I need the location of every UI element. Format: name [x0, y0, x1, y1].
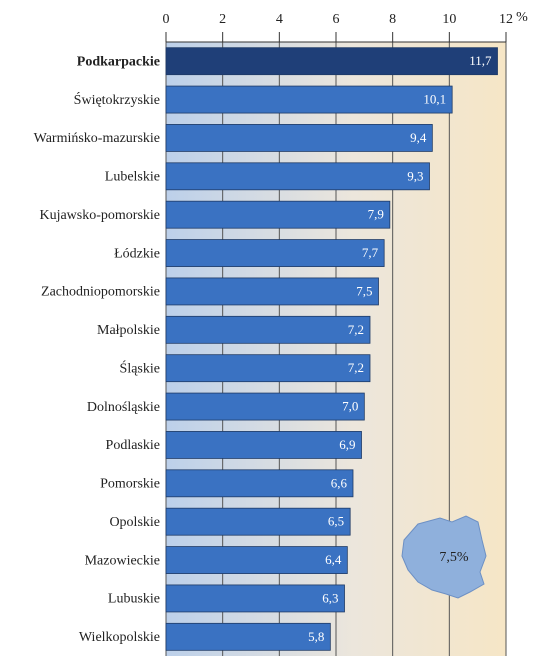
bar	[165, 622, 331, 651]
x-tick-label: 8	[389, 12, 396, 27]
y-tick-label: Świętokrzyskie	[74, 91, 160, 108]
y-tick-label: Śląskie	[120, 359, 160, 376]
x-tick-label: 0	[163, 12, 170, 27]
x-tick-label: 10	[442, 12, 456, 27]
value-label: 6,6	[331, 475, 348, 490]
bar	[165, 546, 348, 574]
bar	[165, 354, 371, 383]
bar	[165, 469, 354, 498]
bar	[165, 200, 391, 229]
unit-label: %	[516, 10, 528, 25]
annotation: 7,5%	[439, 550, 469, 565]
value-label: 7,5	[356, 283, 372, 298]
bar	[165, 85, 453, 114]
value-label: 10,1	[423, 92, 446, 107]
value-label: 11,7	[469, 53, 492, 68]
x-tick-label: 12	[499, 12, 513, 27]
bar	[165, 124, 433, 152]
y-tick-label: Małpolskie	[97, 323, 160, 338]
y-tick-label: Zachodniopomorskie	[41, 285, 160, 300]
y-tick-label: Warmińsko-mazurskie	[34, 131, 160, 146]
bar	[165, 239, 385, 267]
x-tick-label: 2	[219, 12, 226, 27]
bar	[165, 162, 430, 191]
value-label: 6,4	[325, 552, 342, 567]
value-label: 9,4	[410, 130, 427, 145]
y-tick-label: Kujawsko-pomorskie	[39, 208, 160, 223]
y-tick-label: Podkarpackie	[77, 54, 160, 69]
bar	[165, 584, 345, 613]
value-label: 7,2	[348, 322, 364, 337]
y-tick-label: Dolnośląskie	[87, 400, 160, 415]
value-label: 7,7	[362, 245, 379, 260]
x-tick-label: 4	[276, 12, 283, 27]
y-tick-label: Podlaskie	[106, 438, 160, 453]
value-label: 7,9	[368, 207, 384, 222]
bar	[165, 507, 351, 536]
y-tick-label: Wielkopolskie	[79, 630, 160, 645]
bar	[165, 277, 379, 306]
bar	[165, 47, 498, 76]
value-label: 6,5	[328, 514, 344, 529]
y-tick-label: Mazowieckie	[85, 553, 160, 568]
bar	[165, 392, 365, 421]
value-label: 7,2	[348, 360, 364, 375]
y-tick-label: Opolskie	[109, 515, 160, 530]
value-label: 6,9	[339, 437, 355, 452]
value-label: 6,3	[322, 590, 338, 605]
y-tick-label: Lubelskie	[105, 170, 160, 185]
bar	[165, 431, 362, 459]
y-tick-label: Pomorskie	[100, 477, 160, 492]
value-label: 9,3	[407, 168, 423, 183]
map-shape	[401, 515, 487, 599]
y-tick-label: Łódzkie	[114, 246, 160, 261]
value-label: 5,8	[308, 629, 324, 644]
value-label: 7,0	[342, 399, 358, 414]
y-tick-label: Lubuskie	[108, 592, 160, 607]
x-tick-label: 6	[333, 12, 340, 27]
bar	[165, 315, 371, 344]
